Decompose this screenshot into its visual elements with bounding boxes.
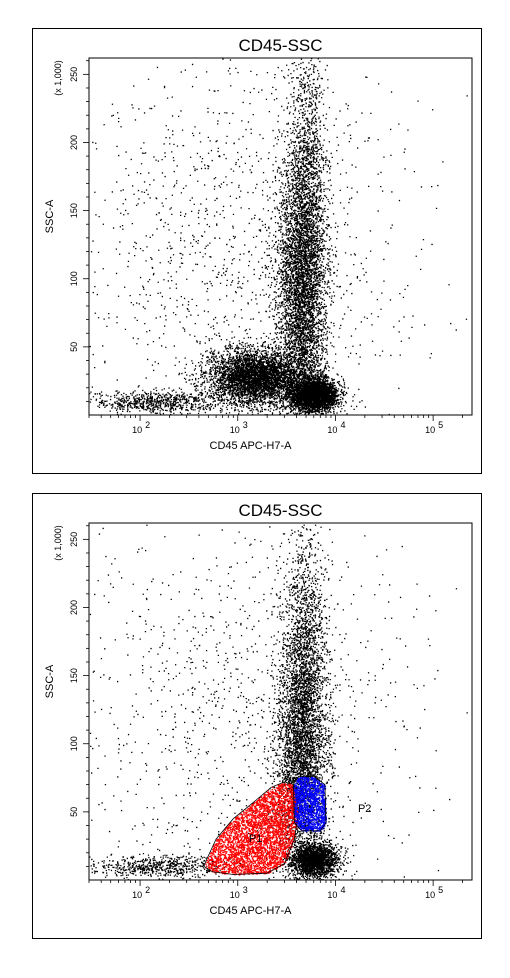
gate-p1-outline [203, 781, 300, 875]
x-tick-exponent: 4 [340, 885, 345, 895]
y-multiplier: (x 1,000) [53, 60, 63, 96]
x-tick-label: 10 [327, 425, 337, 435]
y-tick-label: 100 [69, 736, 79, 751]
x-tick-exponent: 3 [243, 885, 248, 895]
x-tick-exponent: 4 [340, 420, 345, 430]
y-multiplier: (x 1,000) [53, 525, 63, 561]
y-tick-label: 150 [69, 668, 79, 683]
gate-p2-points [293, 776, 327, 833]
x-axis-label: CD45 APC-H7-A [210, 905, 293, 917]
y-axis-label: SSC-A [44, 199, 56, 233]
x-axis-label: CD45 APC-H7-A [210, 440, 293, 452]
gate-p1-points [205, 783, 300, 876]
x-tick-label: 10 [327, 890, 337, 900]
y-tick-label: 150 [69, 203, 79, 218]
y-axis-label: SSC-A [44, 664, 56, 698]
x-tick-label: 10 [230, 890, 240, 900]
x-tick-label: 10 [132, 890, 142, 900]
x-tick-label: 10 [230, 425, 240, 435]
chart-title: CD45-SSC [238, 501, 322, 520]
y-tick-label: 100 [69, 271, 79, 286]
plot-frame [88, 57, 473, 416]
chart-title: CD45-SSC [238, 36, 322, 55]
y-tick-label: 200 [69, 600, 79, 615]
gate-p1-label: P1 [249, 833, 262, 845]
x-tick-exponent: 3 [243, 420, 248, 430]
y-tick-label: 50 [69, 807, 79, 817]
scatter-points [89, 58, 468, 415]
x-tick-exponent: 2 [145, 420, 150, 430]
gate-p2-label: P2 [358, 803, 371, 815]
x-tick-label: 10 [132, 425, 142, 435]
x-tick-label: 10 [425, 890, 435, 900]
plot-frame [88, 522, 473, 881]
y-tick-label: 250 [69, 67, 79, 82]
y-tick-label: 250 [69, 532, 79, 547]
scatter-panel-2: CD45-SSC P1 P2 10 2 10 3 10 4 10 5 50 100 150 200 250 (x… [32, 493, 482, 939]
scatter-points [89, 524, 468, 880]
y-tick-label: 200 [69, 135, 79, 150]
x-tick-label: 10 [425, 425, 435, 435]
x-tick-exponent: 5 [438, 885, 443, 895]
x-tick-exponent: 5 [438, 420, 443, 430]
x-tick-exponent: 2 [145, 885, 150, 895]
scatter-panel-1: CD45-SSC 10 2 10 3 10 4 10 5 50 100 150 200 250 (x 1,0… [32, 28, 482, 474]
y-tick-label: 50 [69, 342, 79, 352]
gate-p2-outline [292, 775, 327, 832]
